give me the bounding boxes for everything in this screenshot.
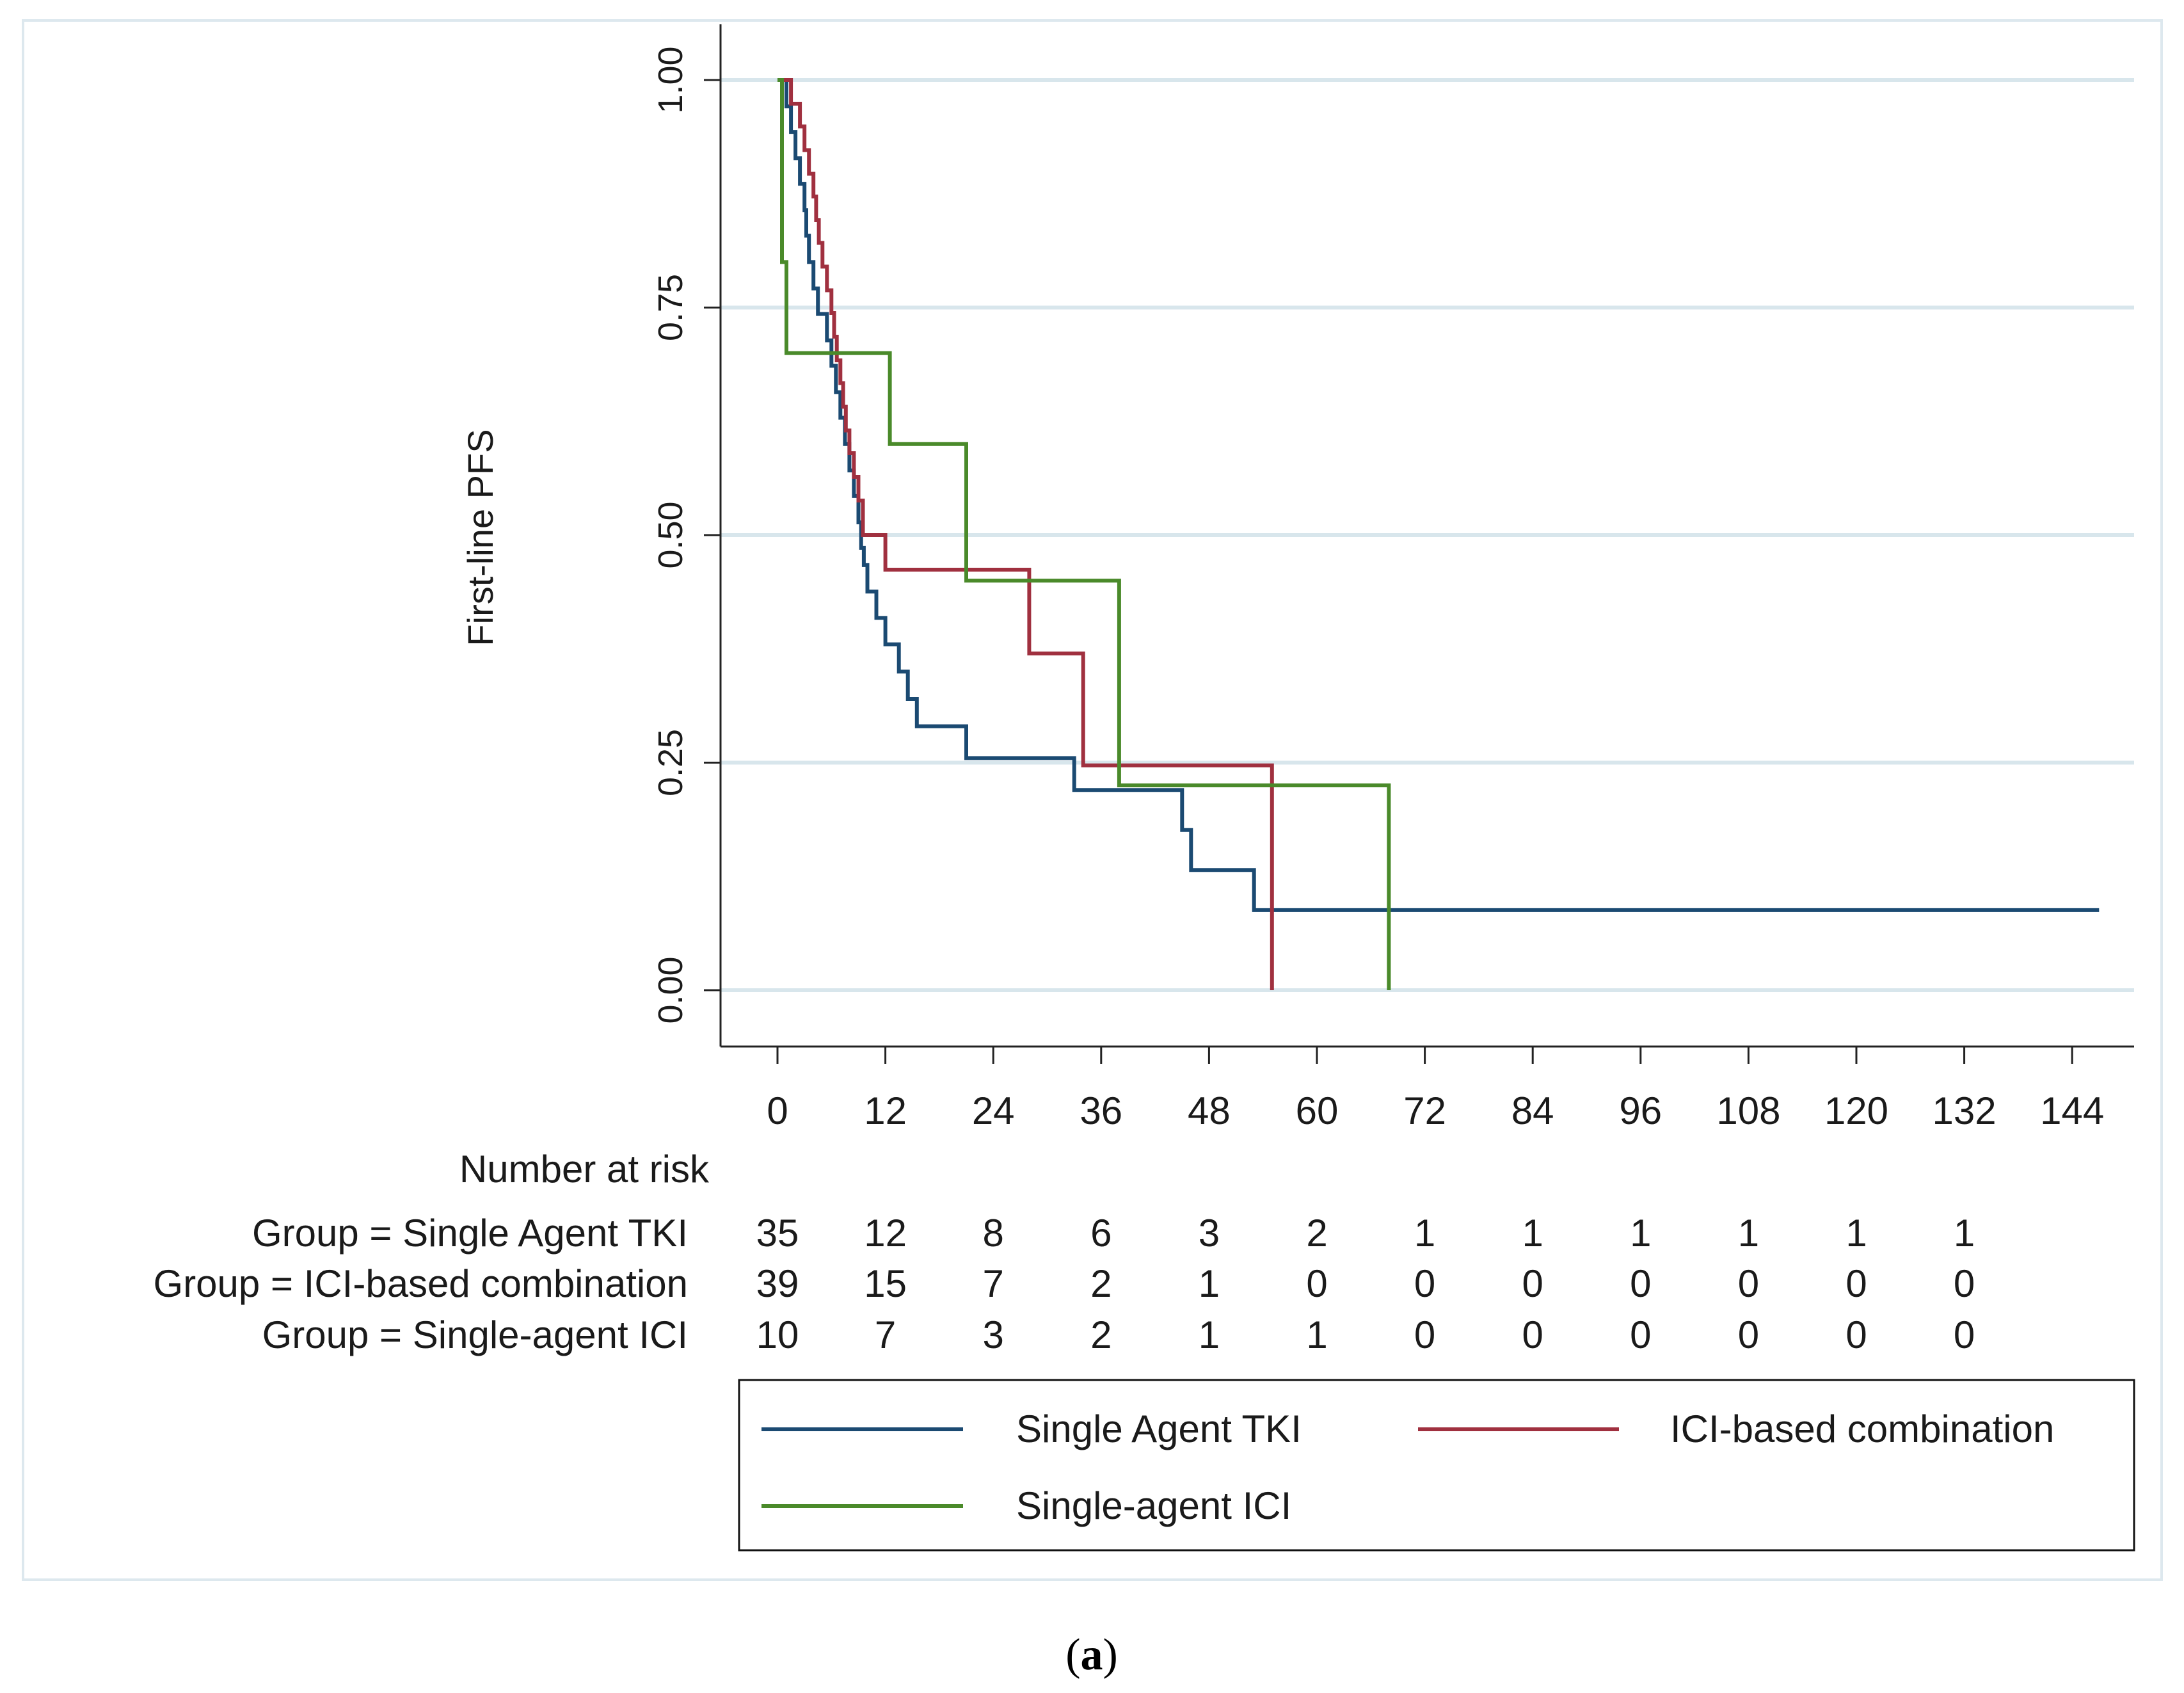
risk-cell-0-9: 1 <box>1738 1212 1759 1255</box>
y-tick-label-2: 0.50 <box>651 501 690 568</box>
risk-row-label-2: Group = Single-agent ICI <box>262 1313 688 1356</box>
risk-row-label-1: Group = ICI-based combination <box>154 1262 688 1305</box>
caption-close: ) <box>1103 1630 1118 1680</box>
x-tick-label-1: 12 <box>864 1089 907 1132</box>
risk-cell-2-9: 0 <box>1738 1313 1759 1356</box>
risk-cell-0-3: 6 <box>1090 1212 1112 1255</box>
x-tick-label-12: 144 <box>2040 1089 2104 1132</box>
risk-cell-1-4: 1 <box>1199 1262 1220 1305</box>
y-ticks: 0.00 0.25 0.50 0.75 1.00 <box>651 46 721 1024</box>
risk-cell-2-2: 3 <box>983 1313 1004 1356</box>
risk-table-title: Number at risk <box>459 1148 710 1191</box>
risk-cell-2-6: 0 <box>1414 1313 1435 1356</box>
x-tick-label-0: 0 <box>767 1089 788 1132</box>
x-tick-label-3: 36 <box>1080 1089 1122 1132</box>
legend-item-ici-combination: ICI-based combination <box>1418 1408 2054 1450</box>
risk-cell-2-0: 10 <box>756 1313 799 1356</box>
risk-cell-1-9: 0 <box>1738 1262 1759 1305</box>
risk-cell-1-3: 2 <box>1090 1262 1112 1305</box>
risk-cell-2-3: 2 <box>1090 1313 1112 1356</box>
legend-label-ici-combination: ICI-based combination <box>1670 1408 2054 1450</box>
legend-label-tki: Single Agent TKI <box>1016 1408 1302 1450</box>
x-tick-label-10: 120 <box>1824 1089 1888 1132</box>
figure-frame <box>22 19 2163 1581</box>
x-tick-label-2: 24 <box>972 1089 1015 1132</box>
risk-cell-1-8: 0 <box>1630 1262 1651 1305</box>
grid-layer <box>721 78 2134 992</box>
risk-cell-2-8: 0 <box>1630 1313 1651 1356</box>
risk-cell-0-1: 12 <box>864 1212 907 1255</box>
risk-cell-0-11: 1 <box>1954 1212 1975 1255</box>
risk-cell-0-7: 1 <box>1522 1212 1543 1255</box>
x-tick-label-4: 48 <box>1188 1089 1231 1132</box>
risk-cell-1-11: 0 <box>1954 1262 1975 1305</box>
risk-cell-0-5: 2 <box>1306 1212 1327 1255</box>
y-tick-label-3: 0.75 <box>651 274 690 341</box>
risk-cell-1-7: 0 <box>1522 1262 1543 1305</box>
curve-layer <box>777 78 2100 990</box>
x-tick-label-6: 72 <box>1403 1089 1446 1132</box>
risk-table: Group = Single Agent TKI 35 12 8 6 3 2 1 1 1 1 1 1Gr… <box>154 1212 1975 1356</box>
risk-cell-1-10: 0 <box>1845 1262 1867 1305</box>
legend-item-single-ici: Single-agent ICI <box>761 1484 1291 1527</box>
caption-letter: a <box>1081 1630 1103 1680</box>
x-tick-label-5: 60 <box>1296 1089 1339 1132</box>
km-curve-2 <box>777 78 1391 990</box>
risk-cell-0-8: 1 <box>1630 1212 1651 1255</box>
risk-cell-1-6: 0 <box>1414 1262 1435 1305</box>
legend-label-single-ici: Single-agent ICI <box>1016 1484 1291 1527</box>
risk-cell-0-6: 1 <box>1414 1212 1435 1255</box>
x-tick-label-8: 96 <box>1619 1089 1662 1132</box>
risk-cell-2-5: 1 <box>1306 1313 1327 1356</box>
risk-cell-0-4: 3 <box>1199 1212 1220 1255</box>
legend-box <box>738 1379 2135 1552</box>
figure-caption: (a) <box>1065 1630 1118 1680</box>
risk-cell-1-2: 7 <box>983 1262 1004 1305</box>
risk-cell-2-4: 1 <box>1199 1313 1220 1356</box>
caption-open: ( <box>1065 1630 1080 1680</box>
risk-row-label-0: Group = Single Agent TKI <box>252 1212 688 1255</box>
km-curve-1 <box>777 78 1274 990</box>
x-tick-label-9: 108 <box>1716 1089 1780 1132</box>
x-tick-label-11: 132 <box>1933 1089 1997 1132</box>
risk-cell-0-0: 35 <box>756 1212 799 1255</box>
risk-cell-1-1: 15 <box>864 1262 907 1305</box>
y-tick-label-0: 0.00 <box>651 956 690 1023</box>
risk-cell-2-7: 0 <box>1522 1313 1543 1356</box>
legend-item-tki: Single Agent TKI <box>761 1408 1302 1450</box>
risk-cell-2-1: 7 <box>875 1313 896 1356</box>
y-axis-label: First-line PFS <box>460 429 500 646</box>
y-tick-label-1: 0.25 <box>651 729 690 796</box>
risk-cell-0-2: 8 <box>983 1212 1004 1255</box>
y-tick-label-4: 1.00 <box>651 46 690 113</box>
x-ticks: 0 12 24 36 48 60 72 84 96 108 120 132 144 <box>767 1047 2104 1132</box>
x-tick-label-7: 84 <box>1511 1089 1554 1132</box>
km-curve-0 <box>777 78 2100 912</box>
risk-cell-1-5: 0 <box>1306 1262 1327 1305</box>
risk-cell-2-10: 0 <box>1845 1313 1867 1356</box>
risk-cell-1-0: 39 <box>756 1262 799 1305</box>
risk-cell-0-10: 1 <box>1845 1212 1867 1255</box>
risk-cell-2-11: 0 <box>1954 1313 1975 1356</box>
